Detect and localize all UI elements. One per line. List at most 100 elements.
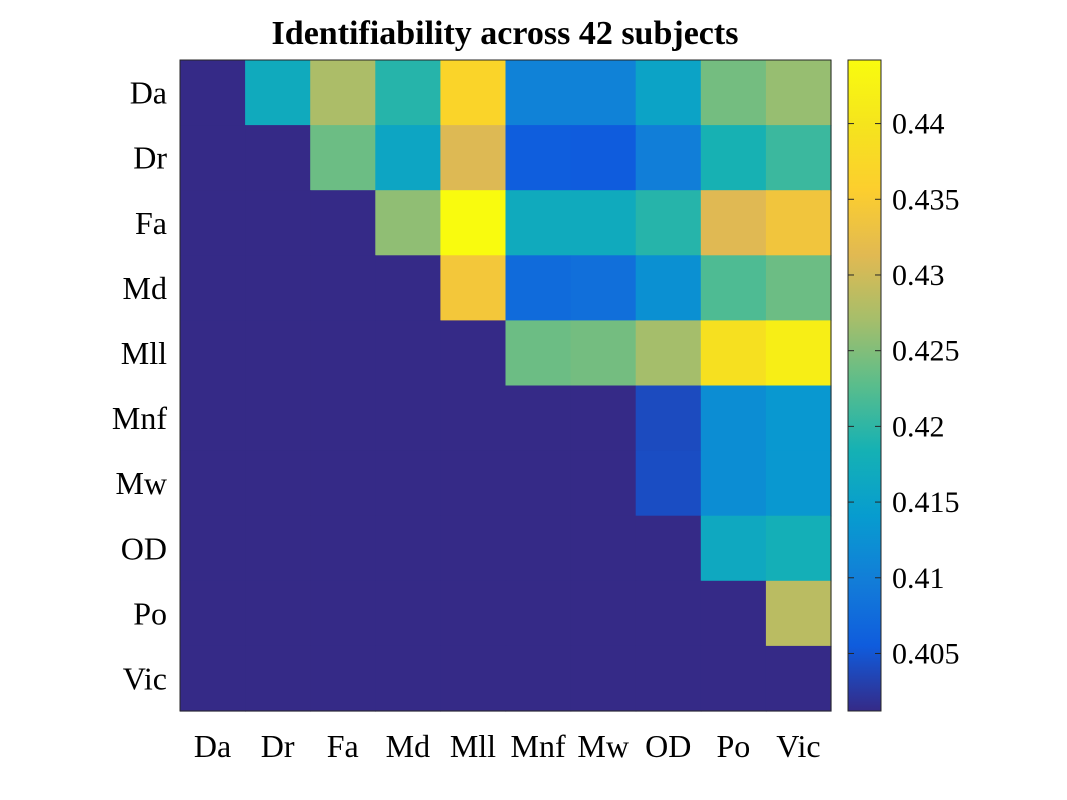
- heatmap-cell-Dr-Md: [375, 125, 441, 191]
- colorbar-tick-label: 0.44: [892, 108, 945, 141]
- heatmap-cell-Mw-Po: [700, 450, 767, 517]
- plot-frame: [179, 59, 832, 712]
- heatmap-cell-Da-Mll: [440, 60, 507, 126]
- heatmap-cell-Mw-Fa: [310, 450, 376, 517]
- heatmap-cell-Mll-Fa: [310, 320, 376, 387]
- heatmap-cell-Mw-Mnf: [505, 450, 572, 517]
- heatmap-cell-Mnf-Dr: [245, 385, 311, 452]
- heatmap-cell-Md-Mnf: [505, 255, 572, 321]
- heatmap-cell-Fa-Po: [700, 190, 767, 256]
- heatmap-cell-OD-Vic: [765, 515, 832, 582]
- x-axis-tick-labels: Da Dr Fa Md Mll Mnf Mw OD Po Vic: [194, 728, 821, 764]
- heatmap-cell-Mll-Vic: [765, 320, 832, 387]
- heatmap-cell-Mnf-Mw: [570, 385, 637, 452]
- x-tick-label: Mll: [450, 728, 496, 764]
- colorbar-tick-label: 0.41: [892, 562, 945, 595]
- heatmap-cell-Da-Md: [375, 60, 441, 126]
- heatmap-cell-Mll-Da: [180, 320, 246, 387]
- heatmap-cell-Fa-Fa: [310, 190, 376, 256]
- heatmap-cell-Po-Mnf: [505, 580, 572, 647]
- heatmap-cell-Po-Mw: [570, 580, 637, 647]
- heatmap-cell-Dr-Po: [700, 125, 767, 191]
- heatmap-cell-Md-Po: [700, 255, 767, 321]
- y-tick-label: Mnf: [112, 400, 167, 436]
- heatmap-cell-Fa-Vic: [765, 190, 832, 256]
- heatmap-cell-Vic-OD: [635, 645, 702, 712]
- heatmap-cell-Po-Po: [700, 580, 767, 647]
- heatmap-cell-Dr-Dr: [245, 125, 311, 191]
- heatmap-cell-Md-Da: [180, 255, 246, 321]
- colorbar-tick-label: 0.43: [892, 259, 945, 292]
- heatmap-cell-Da-Fa: [310, 60, 376, 126]
- y-tick-label: Dr: [133, 140, 167, 176]
- heatmap-cell-Md-Vic: [765, 255, 832, 321]
- colorbar-tick-label: 0.435: [892, 183, 960, 216]
- heatmap-cell-Mw-Da: [180, 450, 246, 517]
- heatmap-cell-Mnf-Po: [700, 385, 767, 452]
- colorbar-ticks: 0.405 0.41 0.415 0.42 0.425 0.43 0.435 0.44: [848, 108, 960, 670]
- heatmap-cell-Da-Da: [180, 60, 246, 126]
- heatmap-cell-Po-Fa: [310, 580, 376, 647]
- y-tick-label: Vic: [123, 660, 167, 696]
- heatmap-cell-Mll-Mw: [570, 320, 637, 387]
- x-tick-label: Mw: [577, 728, 629, 764]
- x-tick-label: Fa: [327, 728, 359, 764]
- y-axis-tick-labels: Da Dr Fa Md Mll Mnf Mw OD Po Vic: [112, 75, 167, 697]
- y-tick-label: Fa: [135, 205, 167, 241]
- heatmap-cell-Mw-Dr: [245, 450, 311, 517]
- heatmap-cell-Da-Mw: [570, 60, 637, 126]
- heatmap-cell-Fa-Mll: [440, 190, 507, 256]
- heatmap-cell-Fa-Md: [375, 190, 441, 256]
- x-tick-label: OD: [645, 728, 691, 764]
- heatmap-cell-Mll-OD: [635, 320, 702, 387]
- heatmap-cell-Mnf-Mll: [440, 385, 507, 452]
- x-tick-label: Md: [386, 728, 430, 764]
- heatmap-cell-Mnf-OD: [635, 385, 702, 452]
- heatmap-cell-Vic-Vic: [765, 645, 832, 712]
- heatmap-cell-Po-Vic: [765, 580, 832, 647]
- heatmap-cell-OD-Mll: [440, 515, 507, 582]
- heatmap-cell-Da-OD: [635, 60, 702, 126]
- chart-title: Identifiability across 42 subjects: [272, 15, 739, 52]
- heatmap-cell-Md-OD: [635, 255, 702, 321]
- heatmap-cell-Mll-Dr: [245, 320, 311, 387]
- heatmap-cell-Mnf-Md: [375, 385, 441, 452]
- heatmap-cell-Po-OD: [635, 580, 702, 647]
- heatmap-cell-OD-Md: [375, 515, 441, 582]
- heatmap-cell-Fa-OD: [635, 190, 702, 256]
- heatmap-cell-Md-Mw: [570, 255, 637, 321]
- heatmap-cell-Md-Mll: [440, 255, 507, 321]
- heatmap-cell-Mnf-Fa: [310, 385, 376, 452]
- heatmap-cell-Mll-Mll: [440, 320, 507, 387]
- heatmap-cell-Mw-Md: [375, 450, 441, 517]
- y-tick-label: Po: [133, 595, 167, 631]
- x-tick-label: Dr: [261, 728, 295, 764]
- heatmap-cell-Vic-Mnf: [505, 645, 572, 712]
- y-tick-label: Md: [123, 270, 167, 306]
- heatmap-cell-Da-Dr: [245, 60, 311, 126]
- heatmap-cell-Mll-Po: [700, 320, 767, 387]
- heatmap-cells: [180, 60, 832, 712]
- heatmap-cell-Vic-Md: [375, 645, 441, 712]
- heatmap-cell-Fa-Da: [180, 190, 246, 256]
- heatmap-cell-Dr-Mw: [570, 125, 637, 191]
- heatmap-cell-OD-Fa: [310, 515, 376, 582]
- x-tick-label: Da: [194, 728, 231, 764]
- heatmap-cell-Mw-Mw: [570, 450, 637, 517]
- heatmap-cell-Md-Md: [375, 255, 441, 321]
- x-tick-label: Mnf: [510, 728, 565, 764]
- heatmap-cell-Vic-Po: [700, 645, 767, 712]
- heatmap-cell-Mnf-Vic: [765, 385, 832, 452]
- heatmap-cell-Mll-Mnf: [505, 320, 572, 387]
- colorbar-tick-label: 0.425: [892, 335, 960, 368]
- heatmap-cell-Fa-Mw: [570, 190, 637, 256]
- heatmap-cell-Md-Fa: [310, 255, 376, 321]
- heatmap-cell-OD-Mw: [570, 515, 637, 582]
- heatmap-cell-OD-Po: [700, 515, 767, 582]
- heatmap-cell-Mw-Vic: [765, 450, 832, 517]
- heatmap-cell-OD-Dr: [245, 515, 311, 582]
- heatmap-cell-Dr-Mnf: [505, 125, 572, 191]
- heatmap-cell-OD-OD: [635, 515, 702, 582]
- heatmap-cell-Dr-Vic: [765, 125, 832, 191]
- heatmap-cell-OD-Mnf: [505, 515, 572, 582]
